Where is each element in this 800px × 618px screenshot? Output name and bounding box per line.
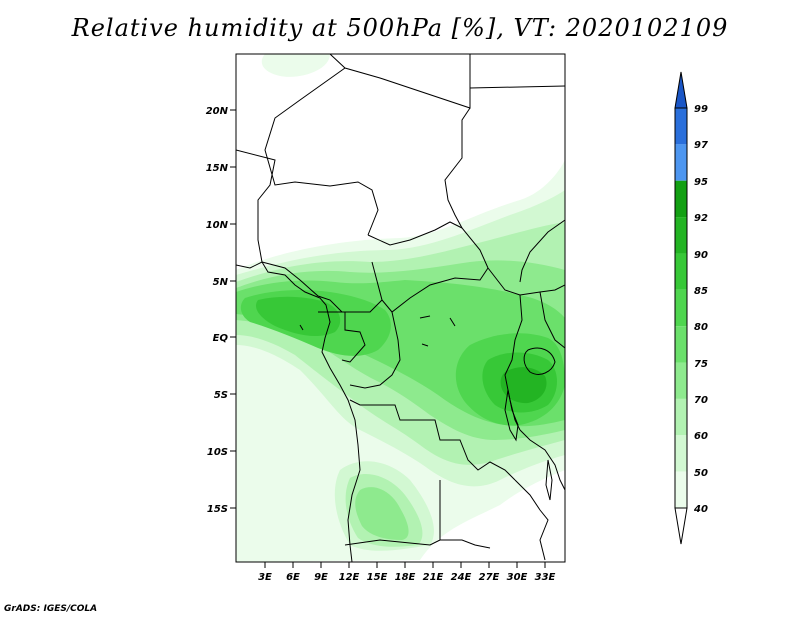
colorbar-label-70: 70 (694, 395, 708, 406)
border-angola-namibia (344, 539, 441, 546)
border-congo-drc (349, 311, 401, 389)
humidity-field (236, 54, 565, 562)
lon-label-24e: 24E (451, 572, 472, 583)
colorbar-bin (675, 289, 687, 327)
river-congo-marks (299, 315, 456, 347)
lon-label-30e: 30E (507, 572, 528, 583)
lat-label-5s: 5S (214, 390, 228, 401)
border-cameroon (261, 261, 383, 313)
border-chad-sudan (444, 107, 489, 269)
colorbar-bottom-arrow (674, 507, 688, 545)
colorbar-bin (675, 362, 687, 399)
lon-label-33e: 33E (535, 572, 556, 583)
colorbar-bin (675, 253, 687, 290)
lon-label-18e: 18E (395, 572, 416, 583)
map-title: Relative humidity at 500hPa [%], VT: 202… (71, 14, 729, 42)
colorbar-bin (675, 326, 687, 363)
rh-band-70-south (355, 487, 409, 540)
colorbar-label-99: 99 (694, 104, 708, 115)
colorbar-bin (675, 435, 687, 472)
lat-ticks (230, 109, 236, 509)
country-borders (236, 54, 565, 562)
coast-west-africa (236, 261, 361, 562)
border-angola-zambia (439, 480, 491, 549)
colorbar-label-95: 95 (694, 177, 708, 188)
border-sudan-ethiopia (519, 219, 565, 283)
border-tanzania (519, 429, 565, 491)
colorbar-label-90: 90 (694, 250, 708, 261)
border-libya-chad (329, 54, 471, 109)
footer-credit: GrADS: IGES/COLA (4, 604, 98, 614)
colorbar-label-60: 60 (694, 431, 708, 442)
lon-label-21e: 21E (423, 572, 444, 583)
lon-label-27e: 27E (479, 572, 500, 583)
lon-label-12e: 12E (339, 572, 360, 583)
border-gabon (318, 311, 366, 363)
lat-label-10n: 10N (206, 220, 229, 231)
lat-label-10s: 10S (207, 447, 228, 458)
colorbar-top-arrow (674, 71, 688, 109)
colorbar-bin (675, 471, 687, 508)
lake-tanganyika (504, 389, 519, 442)
lon-label-9e: 9E (314, 572, 328, 583)
lon-ticks (264, 562, 546, 568)
border-sudan-egypt (469, 85, 565, 89)
lon-label-15e: 15E (367, 572, 388, 583)
lat-label-eq: EQ (213, 333, 229, 344)
rh-band-90 (500, 367, 547, 404)
lon-label-6e: 6E (286, 572, 300, 583)
border-car-north (367, 221, 463, 246)
lake-victoria (523, 347, 556, 375)
lat-label-20n: 20N (206, 106, 229, 117)
border-zambia-malawi (514, 479, 549, 561)
rh-band-85 (255, 296, 341, 337)
lat-label-5n: 5N (213, 277, 229, 288)
border-drc-angola (349, 399, 516, 481)
colorbar-label-75: 75 (694, 359, 708, 370)
lake-malawi (545, 459, 553, 501)
colorbar-label-40: 40 (693, 504, 708, 515)
colorbar-label-97: 97 (694, 140, 708, 151)
lon-label-3e: 3E (258, 572, 272, 583)
border-south-sudan (487, 267, 565, 296)
colorbar-labels: 99 97 95 92 90 85 80 75 70 60 50 40 (693, 104, 708, 515)
lon-labels: 3E 6E 9E 12E 15E 18E 21E 24E 27E 30E 33E (258, 572, 555, 583)
colorbar-label-85: 85 (694, 286, 708, 297)
colorbar-label-80: 80 (694, 322, 708, 333)
lat-label-15s: 15S (207, 504, 228, 515)
colorbar-bins (674, 107, 688, 509)
border-nigeria-north (236, 149, 276, 263)
lat-labels: 20N 15N 10N 5N EQ 5S 10S 15S (206, 106, 229, 515)
colorbar: 99 97 95 92 90 85 80 75 70 60 50 40 (674, 71, 708, 545)
colorbar-bin (675, 217, 687, 254)
border-car-south (371, 261, 489, 313)
plot-frame (235, 53, 566, 563)
colorbar-label-92: 92 (694, 213, 708, 224)
colorbar-label-50: 50 (694, 468, 708, 479)
colorbar-bin (675, 180, 687, 218)
lat-label-15n: 15N (206, 163, 229, 174)
border-kenya (539, 291, 565, 349)
colorbar-bin (675, 398, 687, 436)
rh-band-40-north (261, 54, 330, 77)
colorbar-bin (675, 144, 687, 181)
border-niger-chad (264, 67, 379, 236)
colorbar-bin (675, 108, 687, 145)
